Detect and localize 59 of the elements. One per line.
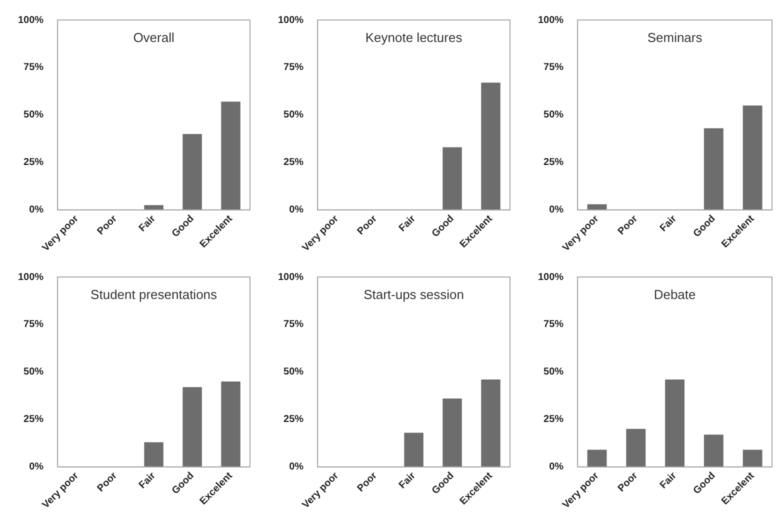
y-tick-label: 50% [284, 366, 304, 378]
y-tick-label: 25% [544, 157, 564, 168]
text: Overall [133, 30, 174, 46]
y-tick-label: 25% [284, 414, 304, 426]
bar [626, 428, 646, 467]
bar [742, 105, 762, 210]
y-tick-label: 100% [278, 272, 304, 283]
y-tick-label: 50% [284, 110, 304, 121]
x-tick-label: Fair [397, 213, 418, 234]
bar [665, 380, 685, 467]
text: Keynote lectures [365, 30, 463, 46]
bar [182, 387, 202, 467]
y-tick-label: 0% [549, 204, 564, 216]
y-tick-label: 100% [538, 14, 564, 26]
bar [587, 450, 607, 467]
bar [144, 205, 164, 210]
x-tick-label: Fair [658, 470, 679, 492]
y-tick-label: 75% [544, 62, 564, 74]
y-tick-label: 0% [549, 462, 564, 473]
y-tick-label: 50% [544, 110, 564, 121]
bar [587, 204, 607, 210]
y-tick-label: 0% [29, 204, 44, 216]
y-tick-label: 75% [24, 319, 44, 330]
x-tick-label: Fair [137, 213, 158, 234]
bar [221, 102, 240, 210]
text: Student presentations [90, 287, 218, 302]
y-tick-label: 50% [24, 110, 44, 121]
y-tick-label: 100% [18, 272, 44, 283]
y-tick-label: 25% [284, 157, 304, 168]
bar [442, 398, 462, 467]
bar [144, 442, 164, 467]
y-tick-label: 75% [544, 319, 564, 330]
y-tick-label: 75% [24, 62, 44, 74]
x-tick-label: Fair [137, 470, 158, 492]
y-tick-label: 75% [284, 319, 304, 330]
bar [742, 450, 762, 467]
bar [221, 381, 240, 467]
bar [182, 134, 202, 210]
y-tick-label: 100% [18, 14, 44, 26]
bar [704, 434, 724, 467]
y-tick-label: 25% [24, 157, 44, 168]
y-tick-label: 25% [24, 414, 44, 426]
y-tick-label: 100% [278, 14, 304, 26]
y-tick-label: 0% [29, 462, 44, 473]
text: Debate [654, 287, 696, 302]
y-tick-label: 0% [289, 204, 304, 216]
y-tick-label: 100% [538, 272, 564, 283]
bar [704, 128, 724, 210]
y-tick-label: 50% [544, 366, 564, 378]
text: Start-ups session [364, 287, 464, 302]
text: Seminars [647, 30, 703, 46]
y-tick-label: 75% [284, 62, 304, 74]
x-tick-label: Fair [397, 470, 418, 492]
bar [404, 432, 424, 467]
y-tick-label: 0% [289, 462, 304, 473]
x-tick-label: Fair [658, 213, 679, 234]
y-tick-label: 50% [24, 366, 44, 378]
y-tick-label: 25% [544, 414, 564, 426]
bar [481, 380, 500, 467]
